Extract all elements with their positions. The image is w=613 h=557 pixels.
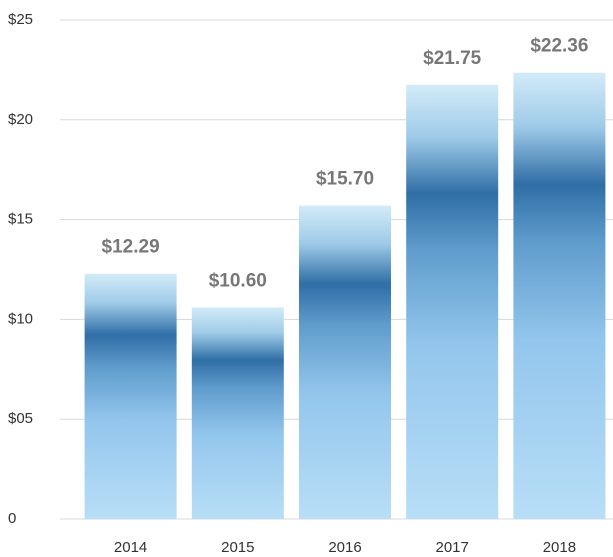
x-tick-label: 2018 bbox=[543, 539, 576, 556]
value-label: $21.75 bbox=[423, 48, 482, 69]
bar bbox=[85, 274, 177, 519]
y-tick-label: $25 bbox=[8, 11, 33, 28]
value-label: $10.60 bbox=[209, 270, 267, 291]
value-label: $22.36 bbox=[530, 36, 588, 57]
value-label: $15.70 bbox=[316, 169, 374, 190]
bar bbox=[406, 85, 498, 519]
y-tick-label: $10 bbox=[8, 310, 33, 327]
chart: 0 $05 $10 $15 $20 $25 $12.29 2014 $10.60 2015 $15.… bbox=[0, 0, 613, 557]
y-tick-label: $15 bbox=[8, 211, 33, 228]
x-tick-label: 2017 bbox=[436, 539, 469, 556]
bar bbox=[192, 307, 284, 519]
bar bbox=[513, 73, 605, 519]
value-label: $12.29 bbox=[102, 237, 160, 258]
y-tick-label: $05 bbox=[8, 410, 33, 427]
x-tick-label: 2014 bbox=[114, 539, 147, 556]
x-tick-label: 2016 bbox=[328, 539, 361, 556]
y-tick-label: 0 bbox=[8, 510, 16, 527]
bar bbox=[299, 206, 391, 519]
x-tick-label: 2015 bbox=[221, 539, 254, 556]
y-tick-label: $20 bbox=[8, 111, 33, 128]
